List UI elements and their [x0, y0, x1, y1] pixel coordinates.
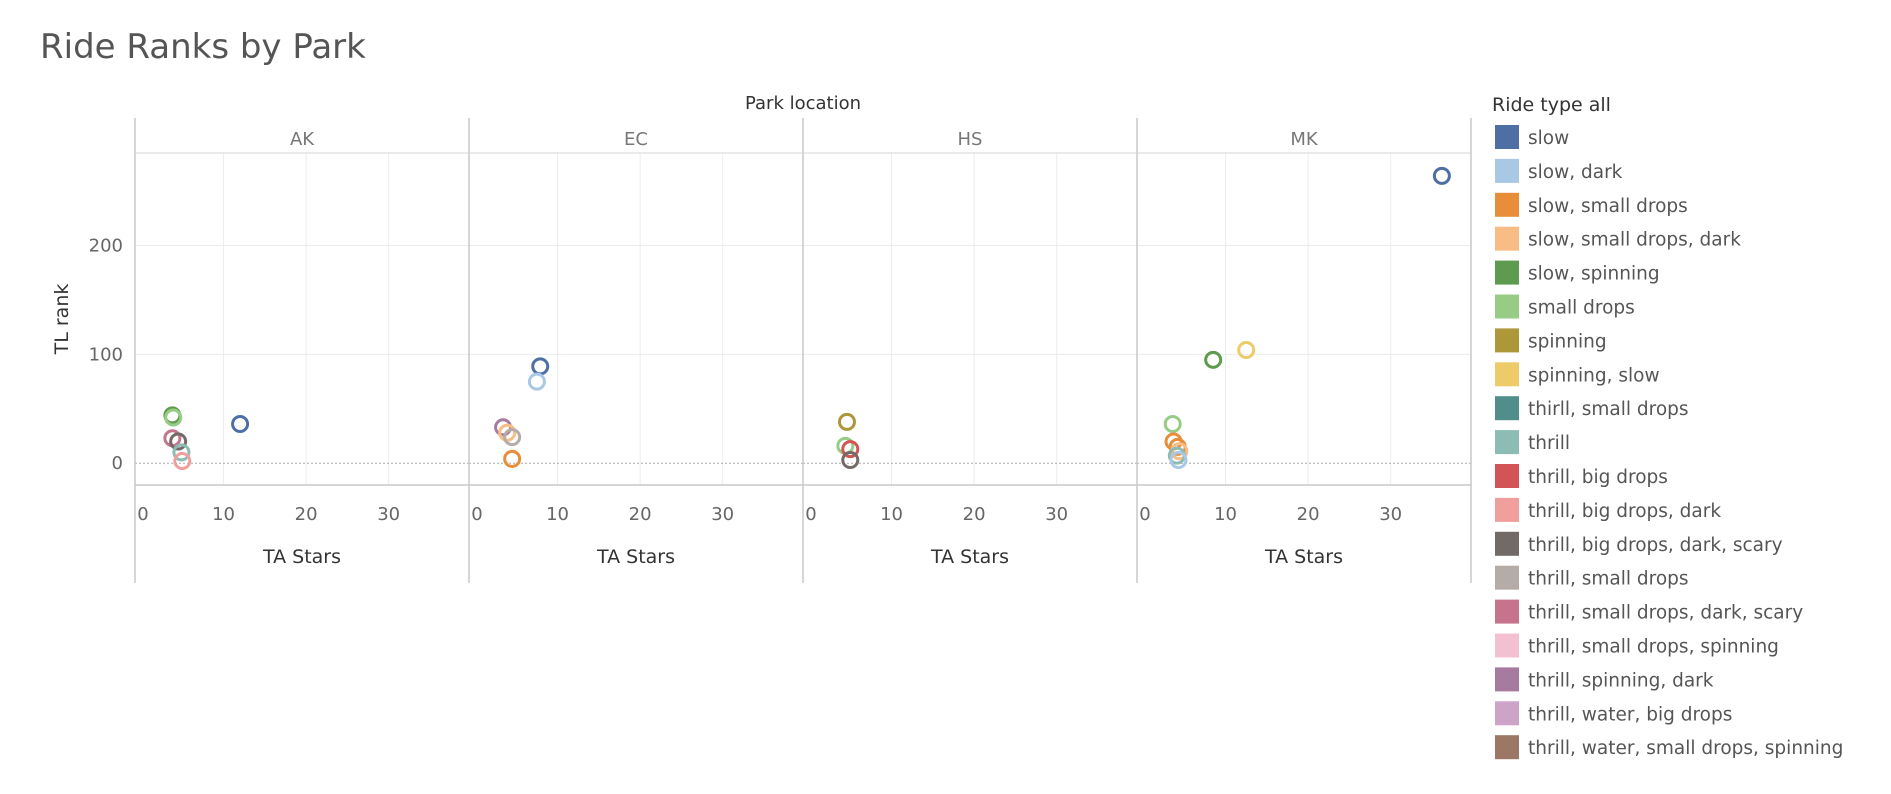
x-tick-label: 20	[295, 504, 318, 525]
data-point	[1163, 415, 1182, 434]
legend-label: slow, small drops	[1528, 196, 1688, 217]
legend-label: slow	[1528, 128, 1569, 149]
data-point	[231, 415, 250, 434]
legend-title: Ride type all	[1492, 94, 1611, 116]
legend-label: thrill, big drops, dark, scary	[1528, 535, 1783, 556]
x-tick-label: 0	[1139, 504, 1150, 525]
x-tick-label: 30	[711, 504, 734, 525]
x-tick-label: 0	[805, 504, 816, 525]
legend-swatch	[1495, 667, 1519, 692]
x-tick-label: 30	[377, 504, 400, 525]
x-tick-label: 30	[1379, 504, 1402, 525]
data-point	[1169, 450, 1188, 469]
data-point	[503, 449, 522, 468]
legend-label: slow, dark	[1528, 162, 1623, 183]
x-axis-title: TA Stars	[930, 546, 1009, 568]
legend-label: small drops	[1528, 298, 1635, 319]
data-point	[172, 443, 191, 462]
y-tick-label: 200	[89, 236, 123, 257]
legend-swatch	[1495, 531, 1519, 556]
panel-header-ak: AK	[290, 129, 315, 150]
x-tick-label: 20	[963, 504, 986, 525]
data-point	[503, 428, 522, 447]
legend-swatch	[1495, 158, 1519, 183]
data-point	[173, 452, 192, 471]
x-tick-label: 10	[212, 504, 235, 525]
data-point	[837, 412, 856, 431]
x-axis-title: TA Stars	[596, 546, 675, 568]
x-tick-label: 20	[629, 504, 652, 525]
y-tick-label: 0	[112, 453, 123, 474]
legend-swatch	[1495, 701, 1519, 726]
data-point	[531, 357, 550, 376]
column-header: Park location	[745, 93, 861, 114]
data-point	[1432, 166, 1451, 185]
data-point	[164, 408, 183, 427]
data-point	[1204, 350, 1223, 369]
data-point	[1237, 341, 1256, 360]
panel-header-mk: MK	[1290, 129, 1319, 150]
y-tick-label: 100	[89, 344, 123, 365]
legend-label: thrill, small drops	[1528, 569, 1689, 590]
legend-label: thrill	[1528, 433, 1570, 454]
x-axis-title: TA Stars	[1264, 546, 1343, 568]
legend-swatch	[1495, 328, 1519, 353]
legend-swatch	[1495, 362, 1519, 387]
legend-swatch	[1495, 430, 1519, 455]
legend-label: thrill, big drops	[1528, 467, 1668, 488]
x-tick-label: 20	[1297, 504, 1320, 525]
panel-header-hs: HS	[958, 129, 983, 150]
legend-label: thrill, small drops, spinning	[1528, 637, 1779, 658]
y-axis-title: TL rank	[51, 284, 73, 356]
x-tick-label: 10	[1214, 504, 1237, 525]
chart-title: Ride Ranks by Park	[40, 27, 366, 67]
legend-label: spinning	[1528, 331, 1607, 352]
legend-swatch	[1495, 735, 1519, 760]
legend-swatch	[1495, 599, 1519, 624]
legend-label: slow, spinning	[1528, 264, 1660, 285]
x-tick-label: 0	[471, 504, 482, 525]
legend-swatch	[1495, 125, 1519, 149]
data-point	[498, 423, 517, 442]
x-tick-label: 10	[546, 504, 569, 525]
x-tick-label: 30	[1045, 504, 1068, 525]
legend-swatch	[1495, 294, 1519, 319]
legend-swatch	[1495, 226, 1519, 251]
x-tick-label: 0	[137, 504, 148, 525]
data-point	[527, 372, 546, 391]
data-point	[841, 450, 860, 469]
legend-label: thirll, small drops	[1528, 399, 1689, 420]
x-axis-title: TA Stars	[262, 546, 341, 568]
legend-swatch	[1495, 396, 1519, 421]
legend-label: thrill, big drops, dark	[1528, 501, 1721, 522]
x-tick-label: 10	[880, 504, 903, 525]
legend-swatch	[1495, 633, 1519, 658]
legend-label: slow, small drops, dark	[1528, 230, 1741, 251]
legend-label: thrill, small drops, dark, scary	[1528, 603, 1803, 624]
legend-label: spinning, slow	[1528, 365, 1660, 386]
legend-swatch	[1495, 565, 1519, 590]
legend-swatch	[1495, 192, 1519, 217]
legend-swatch	[1495, 260, 1519, 285]
legend-label: thrill, water, big drops	[1528, 704, 1732, 725]
legend-label: thrill, water, small drops, spinning	[1528, 738, 1843, 759]
data-point	[841, 440, 860, 459]
legend-swatch	[1495, 497, 1519, 522]
legend-label: thrill, spinning, dark	[1528, 670, 1714, 691]
legend-swatch	[1495, 464, 1519, 488]
panel-header-ec: EC	[624, 129, 648, 150]
data-point	[169, 432, 188, 451]
